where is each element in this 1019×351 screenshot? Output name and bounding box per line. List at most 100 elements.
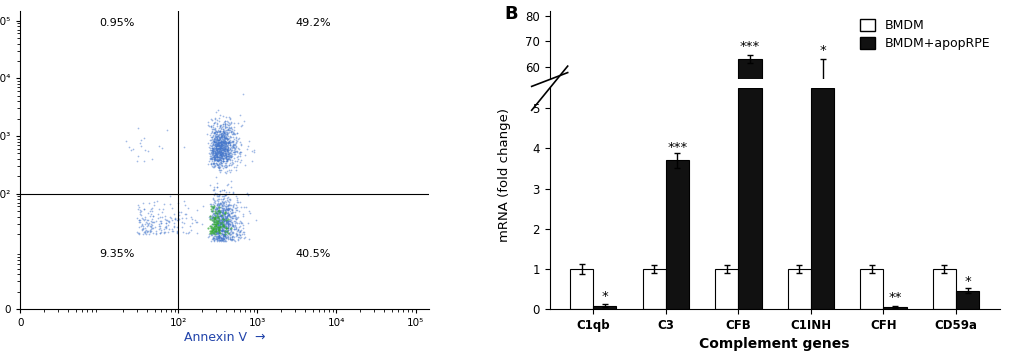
Point — [205, 205, 221, 211]
Point — [169, 200, 185, 206]
Point — [217, 233, 233, 238]
Point — [204, 224, 220, 230]
Point — [214, 208, 230, 214]
Point — [212, 189, 228, 194]
Point — [210, 236, 226, 241]
Point — [208, 143, 224, 148]
Point — [215, 128, 231, 134]
Point — [214, 133, 230, 139]
Point — [211, 128, 227, 134]
Point — [212, 123, 228, 128]
Point — [209, 222, 225, 227]
Point — [227, 207, 244, 213]
Point — [202, 230, 218, 235]
Point — [204, 129, 220, 134]
Text: ***: *** — [739, 40, 759, 53]
Point — [212, 212, 228, 218]
Point — [210, 147, 226, 152]
Point — [206, 153, 222, 159]
Point — [211, 211, 227, 217]
Point — [216, 218, 232, 223]
Point — [209, 150, 225, 155]
Point — [208, 233, 224, 239]
Point — [240, 192, 257, 198]
Point — [153, 220, 169, 226]
Point — [214, 153, 230, 158]
Point — [210, 203, 226, 208]
Point — [220, 219, 236, 225]
Point — [209, 164, 225, 170]
Point — [214, 142, 230, 148]
Point — [213, 221, 229, 227]
Point — [209, 154, 225, 160]
Point — [210, 226, 226, 232]
Point — [163, 229, 179, 234]
Point — [205, 226, 221, 232]
Point — [213, 161, 229, 166]
Point — [218, 217, 234, 223]
Point — [209, 224, 225, 229]
Point — [206, 211, 222, 216]
Point — [207, 151, 223, 157]
Bar — [787, 217, 810, 220]
Point — [208, 143, 224, 148]
Point — [219, 131, 235, 137]
Point — [205, 152, 221, 158]
Point — [212, 219, 228, 225]
Point — [217, 145, 233, 150]
Point — [208, 146, 224, 151]
Point — [209, 140, 225, 146]
Point — [213, 230, 229, 236]
Point — [232, 204, 249, 210]
Point — [211, 168, 227, 173]
Point — [221, 212, 237, 217]
Point — [209, 214, 225, 220]
Point — [217, 192, 233, 198]
Point — [209, 157, 225, 162]
Point — [212, 147, 228, 153]
Point — [217, 146, 233, 152]
Point — [207, 149, 223, 155]
Point — [209, 142, 225, 148]
Point — [206, 130, 222, 135]
Point — [133, 226, 150, 232]
Point — [209, 147, 225, 153]
Point — [218, 227, 234, 233]
Point — [212, 135, 228, 141]
Point — [224, 139, 240, 144]
Point — [206, 237, 222, 243]
Point — [153, 220, 169, 226]
Point — [141, 200, 157, 205]
Point — [211, 226, 227, 231]
Point — [231, 229, 248, 234]
Point — [215, 145, 231, 151]
Point — [224, 160, 240, 166]
Point — [219, 225, 235, 231]
Point — [215, 223, 231, 228]
Point — [218, 164, 234, 170]
Point — [211, 112, 227, 117]
Point — [220, 155, 236, 161]
Point — [218, 206, 234, 212]
Point — [211, 215, 227, 220]
Point — [220, 233, 236, 239]
Point — [206, 192, 222, 198]
Point — [204, 145, 220, 151]
Point — [212, 143, 228, 148]
Point — [214, 211, 230, 216]
Point — [210, 133, 226, 138]
Point — [222, 134, 238, 139]
Point — [219, 221, 235, 227]
Point — [206, 146, 222, 151]
Point — [216, 224, 232, 230]
Point — [227, 132, 244, 137]
Point — [213, 152, 229, 158]
Point — [212, 237, 228, 242]
Point — [213, 139, 229, 145]
Point — [211, 225, 227, 230]
Point — [220, 216, 236, 222]
X-axis label: Annexin V  →: Annexin V → — [184, 331, 265, 344]
Point — [213, 160, 229, 166]
Point — [204, 216, 220, 221]
Point — [216, 137, 232, 142]
